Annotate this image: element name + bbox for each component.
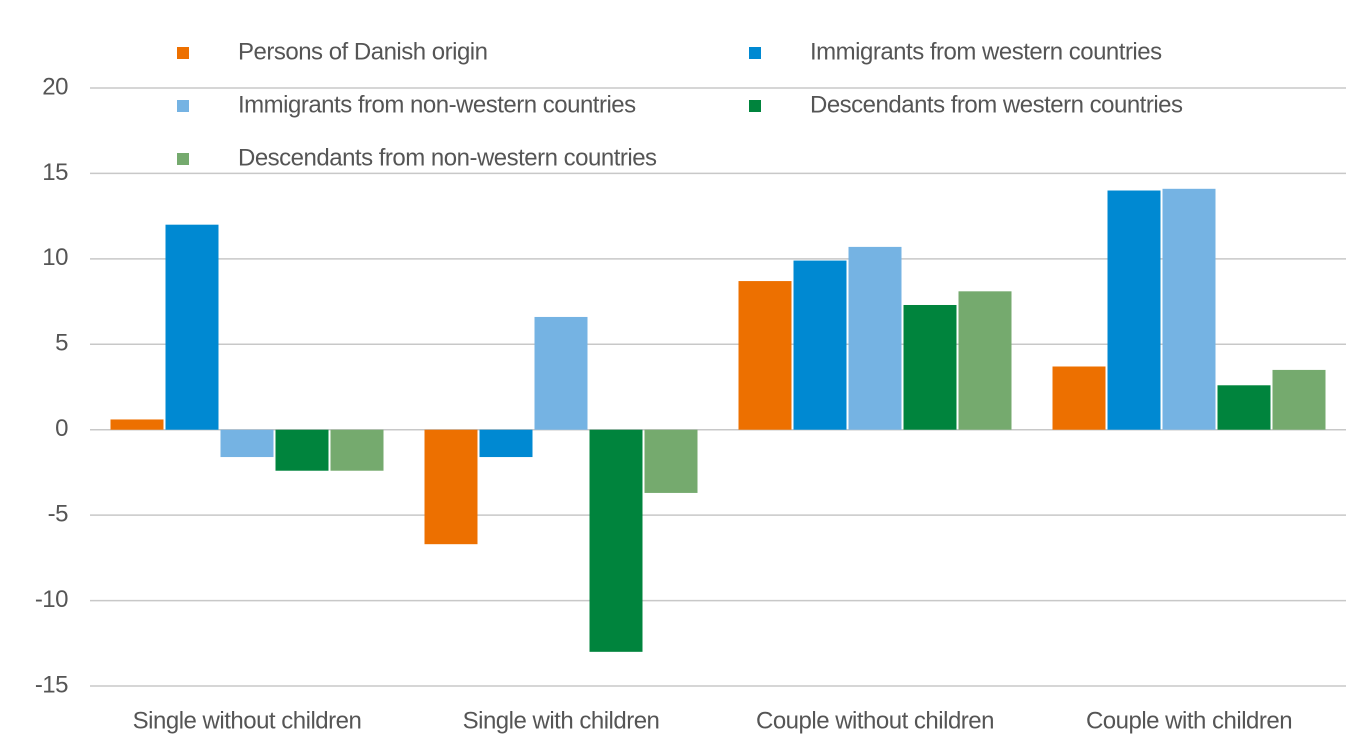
bar bbox=[793, 260, 847, 430]
x-tick-label: Single with children bbox=[463, 707, 660, 734]
bar bbox=[1217, 385, 1271, 430]
bar bbox=[1052, 366, 1106, 430]
y-tick-label: 0 bbox=[55, 415, 68, 442]
y-tick-label: -15 bbox=[35, 671, 68, 698]
bar bbox=[738, 281, 792, 430]
bar bbox=[1272, 369, 1326, 430]
y-tick-label: -5 bbox=[48, 500, 68, 527]
legend-label: Descendants from western countries bbox=[810, 91, 1183, 118]
legend-label: Immigrants from non-western countries bbox=[238, 91, 636, 118]
y-tick-label: -10 bbox=[35, 586, 68, 613]
legend-marker bbox=[749, 47, 761, 59]
bar bbox=[479, 429, 533, 458]
bar bbox=[165, 224, 219, 430]
legend-label: Descendants from non-western countries bbox=[238, 144, 657, 171]
x-tick-label: Couple with children bbox=[1086, 707, 1292, 734]
bar bbox=[644, 429, 698, 493]
bar bbox=[958, 291, 1012, 430]
y-tick-label: 20 bbox=[42, 73, 68, 100]
bar bbox=[589, 429, 643, 652]
bar bbox=[848, 246, 902, 430]
legend-label: Immigrants from western countries bbox=[810, 38, 1162, 65]
bar bbox=[330, 429, 384, 471]
bar bbox=[424, 429, 478, 545]
y-tick-label: 10 bbox=[42, 244, 68, 271]
y-tick-label: 5 bbox=[55, 330, 68, 357]
x-tick-label: Single without children bbox=[133, 707, 362, 734]
legend-marker bbox=[749, 100, 761, 112]
legend-marker bbox=[177, 47, 189, 59]
bar bbox=[110, 419, 164, 430]
x-tick-label: Couple without children bbox=[756, 707, 994, 734]
bar bbox=[1107, 190, 1161, 430]
bar bbox=[220, 429, 274, 458]
legend-marker bbox=[177, 100, 189, 112]
y-tick-label: 15 bbox=[42, 159, 68, 186]
bar bbox=[903, 304, 957, 430]
bar bbox=[1162, 188, 1216, 430]
legend-marker bbox=[177, 153, 189, 165]
legend-label: Persons of Danish origin bbox=[238, 38, 487, 65]
bar bbox=[275, 429, 329, 471]
bar bbox=[534, 316, 588, 430]
